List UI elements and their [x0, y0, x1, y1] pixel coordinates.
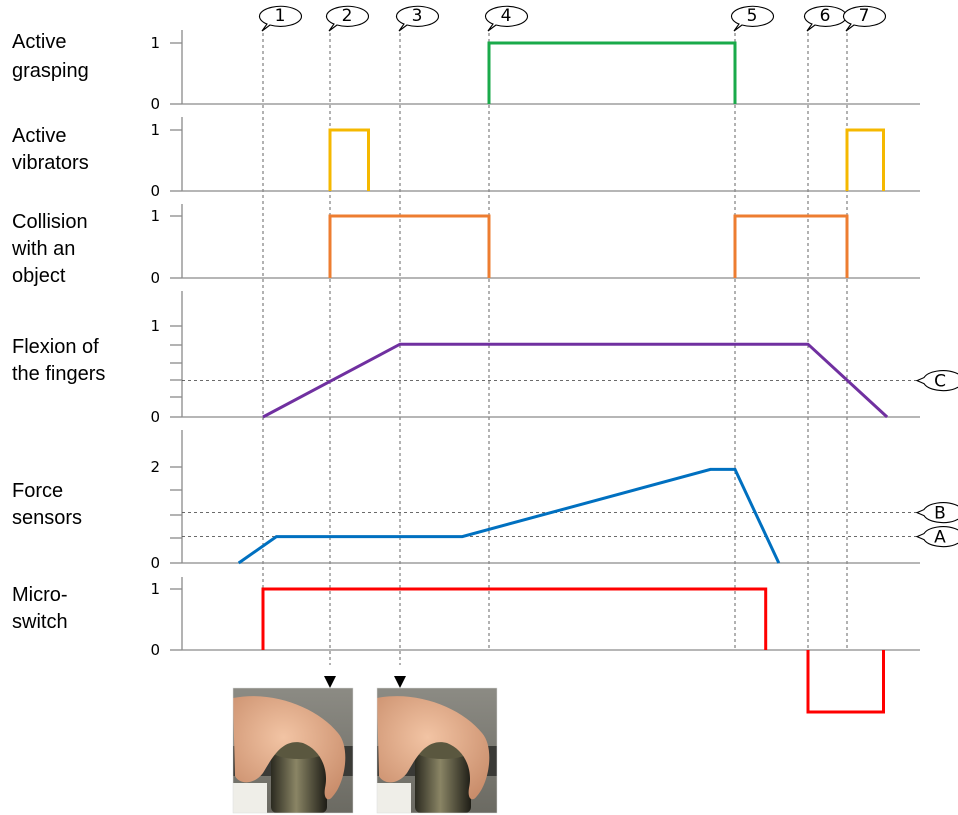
- row-label-line: Active: [12, 125, 66, 147]
- time-marker-1: 1: [258, 5, 303, 32]
- threshold-label: C: [934, 372, 946, 392]
- marker-label: 4: [501, 6, 512, 26]
- threshold-bubble-shape: [915, 502, 958, 524]
- row-label: Active grasping: [12, 31, 89, 82]
- time-marker-4: 4: [484, 5, 529, 32]
- signal-row2-5-7: [733, 214, 849, 278]
- marker-bubble-shape: [730, 5, 775, 32]
- photo-bottle: [271, 750, 327, 813]
- hand-grasping-photo-at-3: [376, 687, 498, 814]
- time-marker-7: 7: [842, 5, 887, 32]
- threshold-marker-C: C: [915, 370, 958, 392]
- y-tick-label: 1: [150, 317, 160, 335]
- row-3: 01: [150, 291, 920, 426]
- marker-label: 6: [820, 6, 831, 26]
- row-label-line: switch: [12, 611, 68, 633]
- row-label: Collision with an object: [11, 211, 88, 287]
- y-tick-label: 1: [150, 34, 160, 52]
- row-label-line: object: [12, 265, 66, 287]
- signal-row5-1-5.4: [261, 587, 768, 650]
- row-label-line: the fingers: [12, 363, 105, 385]
- row-label-line: Micro-: [12, 584, 68, 606]
- y-tick-label: 0: [150, 408, 160, 426]
- row-label: Flexion of the fingers: [12, 336, 105, 385]
- y-tick-label: 1: [150, 121, 160, 139]
- signal-row1-7-7.5: [845, 128, 885, 191]
- row-label-line: grasping: [12, 60, 89, 82]
- marker-label: 1: [275, 6, 286, 26]
- y-tick-label: 0: [150, 95, 160, 113]
- threshold-marker-B: B: [915, 502, 958, 524]
- marker-label: 7: [859, 6, 870, 26]
- marker-label: 2: [342, 6, 353, 26]
- signal-row4-0.7-5.4: [237, 467, 781, 565]
- row-label-line: Flexion of: [12, 336, 99, 358]
- row-label-line: Active: [12, 31, 66, 53]
- marker-bubble-shape: [325, 5, 370, 32]
- y-tick-label: 1: [150, 207, 160, 225]
- photo-hand: [233, 696, 346, 800]
- marker-bubble-shape: [803, 5, 848, 32]
- photo-arrow-3: [394, 676, 406, 688]
- marker-bubble-shape: [484, 5, 529, 32]
- photo-paper: [377, 783, 411, 813]
- row-5: 01: [150, 577, 920, 659]
- marker-bubble-shape: [258, 5, 303, 32]
- time-marker-6: 6: [803, 5, 848, 32]
- row-label: Micro-switch: [12, 584, 68, 633]
- signal-row3-1-7: [262, 342, 889, 419]
- y-tick-label: 0: [150, 269, 160, 287]
- row-label: Active vibrators: [12, 125, 89, 174]
- marker-label: 3: [412, 6, 423, 26]
- marker-bubble-shape: [842, 5, 887, 32]
- threshold-bubble-shape: [915, 526, 958, 548]
- row-label-line: sensors: [12, 507, 82, 529]
- photo-paper: [233, 783, 267, 813]
- hand-grasping-photo-at-2: [232, 687, 354, 814]
- time-marker-2: 2: [325, 5, 370, 32]
- y-tick-label: 0: [150, 554, 160, 572]
- row-label-line: with an: [11, 238, 75, 260]
- marker-label: 5: [747, 6, 758, 26]
- threshold-marker-A: A: [915, 526, 958, 548]
- signal-row2-2-4: [328, 214, 491, 278]
- row-2: 01: [150, 204, 920, 287]
- photo-frame: [232, 687, 354, 814]
- photo-hand: [377, 696, 490, 800]
- threshold-label: A: [934, 528, 946, 548]
- threshold-label: B: [934, 504, 946, 524]
- row-0: 01: [150, 30, 920, 113]
- marker-bubble-shape: [395, 5, 440, 32]
- y-tick-label: 0: [150, 641, 160, 659]
- row-label-line: vibrators: [12, 152, 89, 174]
- row-label-line: Collision: [12, 211, 88, 233]
- y-tick-label: 2: [150, 458, 160, 476]
- photo-frame: [376, 687, 498, 814]
- row-4: 02: [150, 430, 920, 572]
- time-marker-3: 3: [395, 5, 440, 32]
- photo-arrow-2: [324, 676, 336, 688]
- y-tick-label: 0: [150, 182, 160, 200]
- signal-row5-6-7.5: [806, 650, 885, 714]
- photo-bottle: [415, 750, 471, 813]
- threshold-bubble-shape: [915, 370, 958, 392]
- row-1: 01: [150, 117, 920, 200]
- row-label: Force sensors: [12, 480, 82, 529]
- signal-row1-2-2.5: [328, 128, 370, 191]
- time-marker-5: 5: [730, 5, 775, 32]
- signal-row0-4-5: [487, 41, 737, 104]
- row-label-line: Force: [12, 480, 63, 502]
- y-tick-label: 1: [150, 580, 160, 598]
